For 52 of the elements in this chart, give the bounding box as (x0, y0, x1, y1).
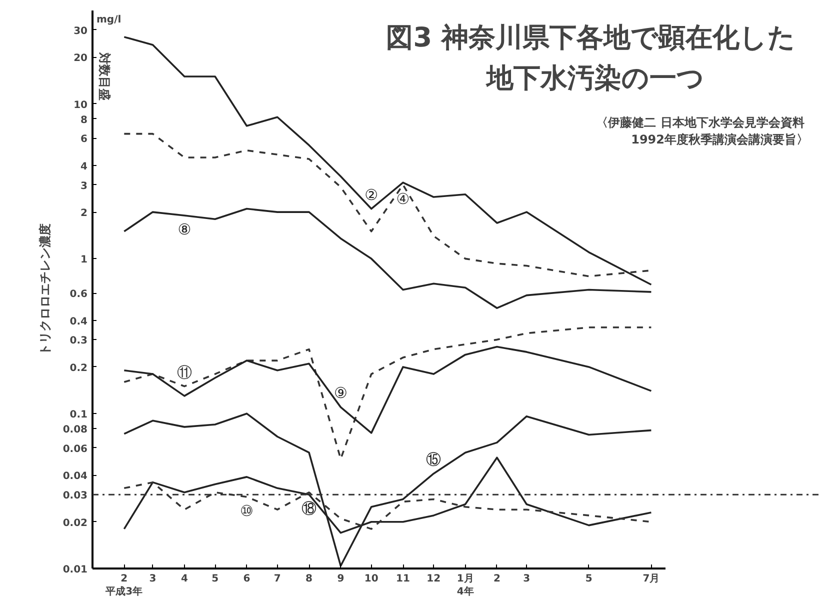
x-tick-label: 7月 (642, 574, 660, 584)
y-tick-label: 0.06 (62, 444, 88, 455)
y-axis-title: トリクロロエチレン濃度 (38, 224, 52, 356)
x-tick-label: 12 (426, 574, 441, 584)
x-tick-label: 3 (523, 574, 530, 584)
y-tick-label: 0.01 (62, 564, 88, 576)
x-tick-label: 5 (212, 574, 219, 584)
y-tick-label: 2 (80, 208, 88, 220)
y-tick-label: 0.02 (62, 518, 88, 529)
y-tick-label: 0.03 (62, 490, 88, 502)
x-tick-label: 10 (364, 574, 378, 584)
y-tick-label: 20 (74, 53, 88, 64)
y-tick-label: 0.2 (70, 362, 88, 374)
y-tick-label: 6 (80, 134, 88, 146)
y-tick-label: 0.3 (70, 336, 88, 347)
x-tick-label: 8 (306, 574, 313, 584)
series-label: ⑩ (240, 502, 254, 520)
x-tick-label: 4 (180, 574, 188, 584)
text: 〈伊藤健二 日本地下水学会見学会資料 1992年度秋季講演会講演要旨〉 (596, 116, 809, 146)
y-tick-label: 0.6 (70, 289, 88, 300)
x-tick-label: 11 (396, 574, 410, 584)
y-tick-label: 1 (80, 254, 88, 266)
x-tick-label: 3 (149, 574, 156, 584)
series-label: ⑧ (178, 220, 192, 238)
series-label: ⑨ (334, 384, 348, 402)
series-label: ② (364, 186, 378, 204)
y-tick-label: 0.08 (62, 424, 88, 436)
y-tick-label: 3 (80, 180, 88, 192)
series-label: ④ (396, 190, 410, 208)
annotation: mg/l (96, 14, 122, 26)
y-tick-label: 0.04 (62, 471, 88, 482)
y-tick-label: 10 (74, 100, 88, 111)
y-tick-label: 0.1 (70, 410, 88, 421)
annotation: 対数目盛 (98, 52, 112, 100)
y-tick-label: 0.4 (70, 316, 88, 328)
series-label: ⑮ (426, 450, 442, 469)
x-tick-label: 9 (337, 574, 344, 584)
x-tick-label: 2 平成3年 (104, 574, 143, 598)
line-series (123, 208, 652, 309)
y-tick-label: 4 (80, 161, 88, 172)
y-tick-label: 30 (74, 26, 88, 37)
text: 図3 神奈川県下各地で顕在化した地下水汚染の一つ (386, 22, 796, 94)
y-tick-label: 8 (80, 114, 88, 126)
x-tick-label: 6 (243, 574, 250, 584)
x-tick-label: 5 (585, 574, 592, 584)
series-label: ⑱ (302, 500, 317, 518)
line-series (123, 412, 652, 567)
x-tick-label: 2 (493, 574, 500, 584)
line-series (123, 346, 652, 434)
series-label: ⑪ (176, 363, 192, 382)
x-tick-label: 7 (274, 574, 281, 584)
x-tick-label: 1月 4年 (456, 574, 474, 598)
